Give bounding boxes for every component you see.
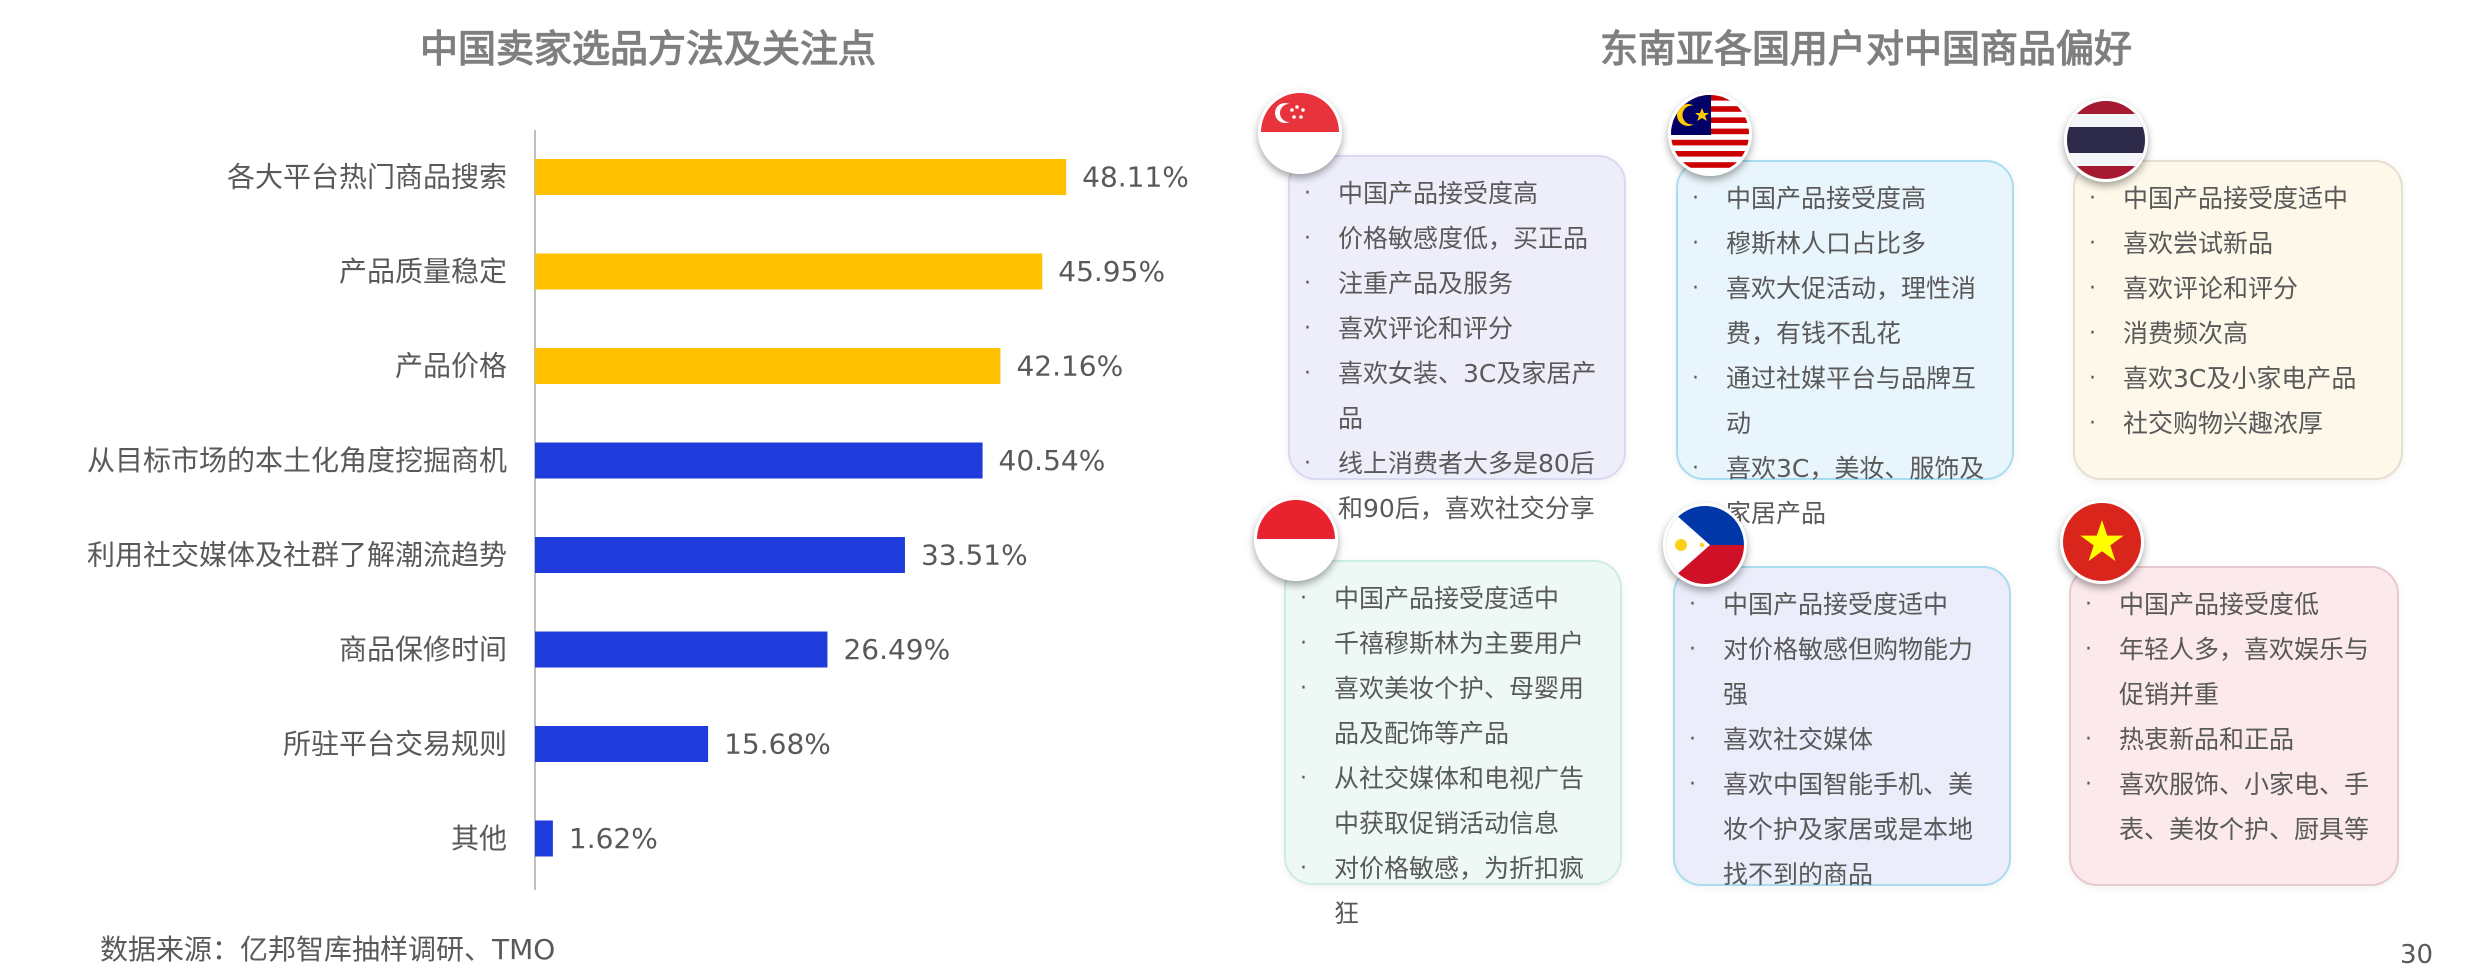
- bar: [535, 537, 905, 573]
- preference-item: 注重产品及服务: [1302, 261, 1612, 306]
- preference-item: 中国产品接受度适中: [1298, 576, 1608, 621]
- value-label: 40.54%: [999, 444, 1106, 477]
- preference-item: 从社交媒体和电视广告中获取促销活动信息: [1298, 756, 1608, 846]
- data-source: 数据来源：亿邦智库抽样调研、TMO: [100, 933, 556, 966]
- preference-item: 对价格敏感，为折扣疯狂: [1298, 846, 1608, 936]
- value-label: 1.62%: [569, 822, 658, 855]
- philippines-flag-icon: [1663, 503, 1747, 587]
- category-label: 商品保修时间: [339, 633, 507, 666]
- preference-item: 线上消费者大多是80后和90后，喜欢社交分享: [1302, 441, 1612, 531]
- indonesia-flag-icon: [1254, 497, 1338, 581]
- bar: [535, 820, 553, 857]
- chart-title: 中国卖家选品方法及关注点: [420, 27, 877, 71]
- preference-item: 通过社媒平台与品牌互动: [1690, 356, 2000, 446]
- value-label: 48.11%: [1082, 161, 1189, 194]
- preference-item: 热衷新品和正品: [2083, 717, 2385, 762]
- preference-item: 消费频次高: [2087, 311, 2389, 356]
- preference-item: 喜欢3C，美妆、服饰及家居产品: [1690, 446, 2000, 536]
- preference-item: 喜欢女装、3C及家居产品: [1302, 351, 1612, 441]
- preference-item: 社交购物兴趣浓厚: [2087, 401, 2389, 446]
- category-label: 从目标市场的本土化角度挖掘商机: [87, 444, 507, 477]
- country-card: 中国产品接受度适中对价格敏感但购物能力强喜欢社交媒体喜欢中国智能手机、美妆个护及…: [1673, 566, 2011, 889]
- vietnam-flag-icon: [2060, 500, 2144, 584]
- bar: [535, 442, 983, 479]
- preference-list: 中国产品接受度低年轻人多，喜欢娱乐与促销并重热衷新品和正品喜欢服饰、小家电、手表…: [2083, 582, 2385, 852]
- preference-item: 喜欢美妆个护、母婴用品及配饰等产品: [1298, 666, 1608, 756]
- category-label: 所驻平台交易规则: [283, 728, 507, 761]
- page-number: 30: [2400, 940, 2434, 970]
- bar-chart: 各大平台热门商品搜索 48.11% 产品质量稳定 45.95% 产品价格 42.16% 从目…: [87, 130, 1189, 890]
- preference-item: 喜欢尝试新品: [2087, 221, 2389, 266]
- bar: [535, 631, 828, 668]
- value-label: 42.16%: [1016, 350, 1123, 383]
- bar: [535, 159, 1067, 195]
- preference-item: 对价格敏感但购物能力强: [1687, 627, 1997, 717]
- category-label: 其他: [451, 822, 507, 855]
- preference-item: 千禧穆斯林为主要用户: [1298, 621, 1608, 666]
- preference-item: 喜欢服饰、小家电、手表、美妆个护、厨具等: [2083, 762, 2385, 852]
- country-card: 中国产品接受度高穆斯林人口占比多喜欢大促活动，理性消费，有钱不乱花通过社媒平台与…: [1676, 160, 2014, 528]
- category-label: 产品质量稳定: [339, 255, 507, 288]
- category-label: 利用社交媒体及社群了解潮流趋势: [87, 539, 507, 572]
- country-card: 中国产品接受度适中千禧穆斯林为主要用户喜欢美妆个护、母婴用品及配饰等产品从社交媒…: [1284, 560, 1622, 928]
- preference-list: 中国产品接受度适中喜欢尝试新品喜欢评论和评分消费频次高喜欢3C及小家电产品社交购…: [2087, 176, 2389, 446]
- preference-item: 中国产品接受度高: [1690, 176, 2000, 221]
- value-label: 45.95%: [1058, 255, 1165, 288]
- preference-item: 喜欢3C及小家电产品: [2087, 356, 2389, 401]
- preference-item: 中国产品接受度适中: [1687, 582, 1997, 627]
- preference-list: 中国产品接受度高穆斯林人口占比多喜欢大促活动，理性消费，有钱不乱花通过社媒平台与…: [1690, 176, 2000, 536]
- preference-list: 中国产品接受度适中对价格敏感但购物能力强喜欢社交媒体喜欢中国智能手机、美妆个护及…: [1687, 582, 1997, 897]
- country-card: 中国产品接受度低年轻人多，喜欢娱乐与促销并重热衷新品和正品喜欢服饰、小家电、手表…: [2069, 566, 2399, 886]
- preference-item: 年轻人多，喜欢娱乐与促销并重: [2083, 627, 2385, 717]
- value-label: 33.51%: [921, 539, 1028, 572]
- preference-item: 喜欢社交媒体: [1687, 717, 1997, 762]
- country-card: 中国产品接受度高价格敏感度低，买正品注重产品及服务喜欢评论和评分喜欢女装、3C及…: [1288, 155, 1626, 523]
- thailand-flag-icon: [2064, 98, 2148, 182]
- country-card: 中国产品接受度适中喜欢尝试新品喜欢评论和评分消费频次高喜欢3C及小家电产品社交购…: [2073, 160, 2403, 480]
- preference-item: 中国产品接受度低: [2083, 582, 2385, 627]
- bar: [535, 253, 1043, 290]
- preference-item: 喜欢评论和评分: [1302, 306, 1612, 351]
- value-label: 15.68%: [724, 728, 831, 761]
- malaysia-flag-icon: [1668, 92, 1752, 176]
- preference-list: 中国产品接受度适中千禧穆斯林为主要用户喜欢美妆个护、母婴用品及配饰等产品从社交媒…: [1298, 576, 1608, 936]
- preference-item: 喜欢中国智能手机、美妆个护及家居或是本地找不到的商品: [1687, 762, 1997, 897]
- preference-item: 喜欢评论和评分: [2087, 266, 2389, 311]
- bar: [535, 348, 1001, 384]
- preference-item: 价格敏感度低，买正品: [1302, 216, 1612, 261]
- preferences-title: 东南亚各国用户对中国商品偏好: [1600, 27, 2133, 71]
- preference-item: 中国产品接受度高: [1302, 171, 1612, 216]
- preference-list: 中国产品接受度高价格敏感度低，买正品注重产品及服务喜欢评论和评分喜欢女装、3C及…: [1302, 171, 1612, 531]
- preference-item: 穆斯林人口占比多: [1690, 221, 2000, 266]
- singapore-flag-icon: [1258, 90, 1342, 174]
- preference-item: 中国产品接受度适中: [2087, 176, 2389, 221]
- bar: [535, 726, 709, 762]
- category-label: 各大平台热门商品搜索: [227, 161, 507, 194]
- category-label: 产品价格: [395, 350, 507, 383]
- preference-item: 喜欢大促活动，理性消费，有钱不乱花: [1690, 266, 2000, 356]
- value-label: 26.49%: [843, 633, 950, 666]
